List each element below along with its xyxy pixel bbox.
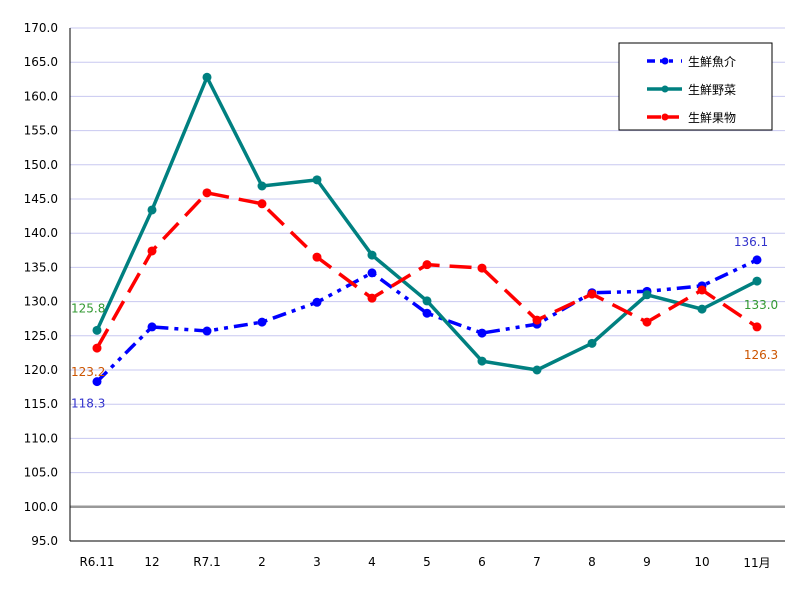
y-tick-label: 145.0 xyxy=(24,192,58,206)
x-tick-label: 3 xyxy=(313,555,321,569)
x-tick-label: 11月 xyxy=(743,556,770,570)
data-point xyxy=(92,343,102,353)
data-point xyxy=(587,289,597,299)
data-point xyxy=(257,317,267,327)
x-tick-label: 2 xyxy=(258,555,266,569)
data-point xyxy=(367,250,377,260)
data-point xyxy=(202,72,212,82)
y-tick-label: 140.0 xyxy=(24,226,58,240)
x-tick-label: 9 xyxy=(643,555,651,569)
data-point xyxy=(642,290,652,300)
y-tick-label: 115.0 xyxy=(24,397,58,411)
data-label-last: 133.0 xyxy=(744,298,778,312)
y-tick-label: 155.0 xyxy=(24,124,58,138)
data-label-first: 123.2 xyxy=(71,365,105,379)
legend-swatch-marker xyxy=(661,57,669,65)
y-tick-label: 105.0 xyxy=(24,466,58,480)
y-tick-label: 110.0 xyxy=(24,431,58,445)
data-point xyxy=(312,252,322,262)
data-point xyxy=(147,205,157,215)
x-tick-label: 7 xyxy=(533,555,541,569)
data-point xyxy=(202,188,212,198)
data-point xyxy=(422,308,432,318)
x-tick-label: 5 xyxy=(423,555,431,569)
data-point xyxy=(642,317,652,327)
data-point xyxy=(752,255,762,265)
legend-label: 生鮮果物 xyxy=(688,111,736,125)
data-point xyxy=(697,304,707,314)
data-point xyxy=(477,328,487,338)
data-point xyxy=(367,268,377,278)
data-point xyxy=(257,199,267,209)
legend-swatch-marker xyxy=(661,113,669,121)
x-tick-label: R7.1 xyxy=(193,555,220,569)
data-label-last: 126.3 xyxy=(744,348,778,362)
y-tick-label: 130.0 xyxy=(24,295,58,309)
legend-box xyxy=(618,42,773,131)
series-line-2 xyxy=(95,191,758,349)
x-tick-label: 12 xyxy=(144,555,159,569)
y-tick-label: 120.0 xyxy=(24,363,58,377)
data-label-first: 125.8 xyxy=(71,301,105,315)
data-point xyxy=(312,175,322,185)
y-tick-label: 165.0 xyxy=(24,55,58,69)
data-point xyxy=(147,322,157,332)
x-tick-label: 6 xyxy=(478,555,486,569)
y-tick-label: 125.0 xyxy=(24,329,58,343)
x-tick-label: R6.11 xyxy=(79,555,114,569)
data-point xyxy=(477,356,487,366)
data-point xyxy=(587,338,597,348)
data-point xyxy=(92,325,102,335)
x-tick-label: 10 xyxy=(694,555,709,569)
data-label-last: 136.1 xyxy=(734,235,768,249)
y-tick-label: 160.0 xyxy=(24,89,58,103)
x-tick-label: 4 xyxy=(368,555,376,569)
data-point xyxy=(532,365,542,375)
data-label-first: 118.3 xyxy=(71,397,105,411)
y-tick-label: 100.0 xyxy=(24,500,58,514)
data-point xyxy=(312,297,322,307)
data-point xyxy=(422,260,432,270)
data-point xyxy=(752,276,762,286)
data-point xyxy=(202,326,212,336)
series-line-0 xyxy=(95,258,758,383)
data-point xyxy=(752,322,762,332)
y-tick-label: 150.0 xyxy=(24,158,58,172)
y-tick-label: 135.0 xyxy=(24,260,58,274)
y-tick-label: 170.0 xyxy=(24,21,58,35)
legend-label: 生鮮野菜 xyxy=(688,83,736,97)
data-point xyxy=(147,246,157,256)
legend-swatch-marker xyxy=(661,85,669,93)
data-point xyxy=(422,296,432,306)
data-point xyxy=(477,263,487,273)
data-point xyxy=(367,293,377,303)
y-tick-label: 95.0 xyxy=(31,534,58,548)
legend-label: 生鮮魚介 xyxy=(688,55,736,69)
data-point xyxy=(532,315,542,325)
x-tick-label: 8 xyxy=(588,555,596,569)
data-point xyxy=(257,181,267,191)
data-point xyxy=(697,285,707,295)
data-point xyxy=(92,377,102,387)
